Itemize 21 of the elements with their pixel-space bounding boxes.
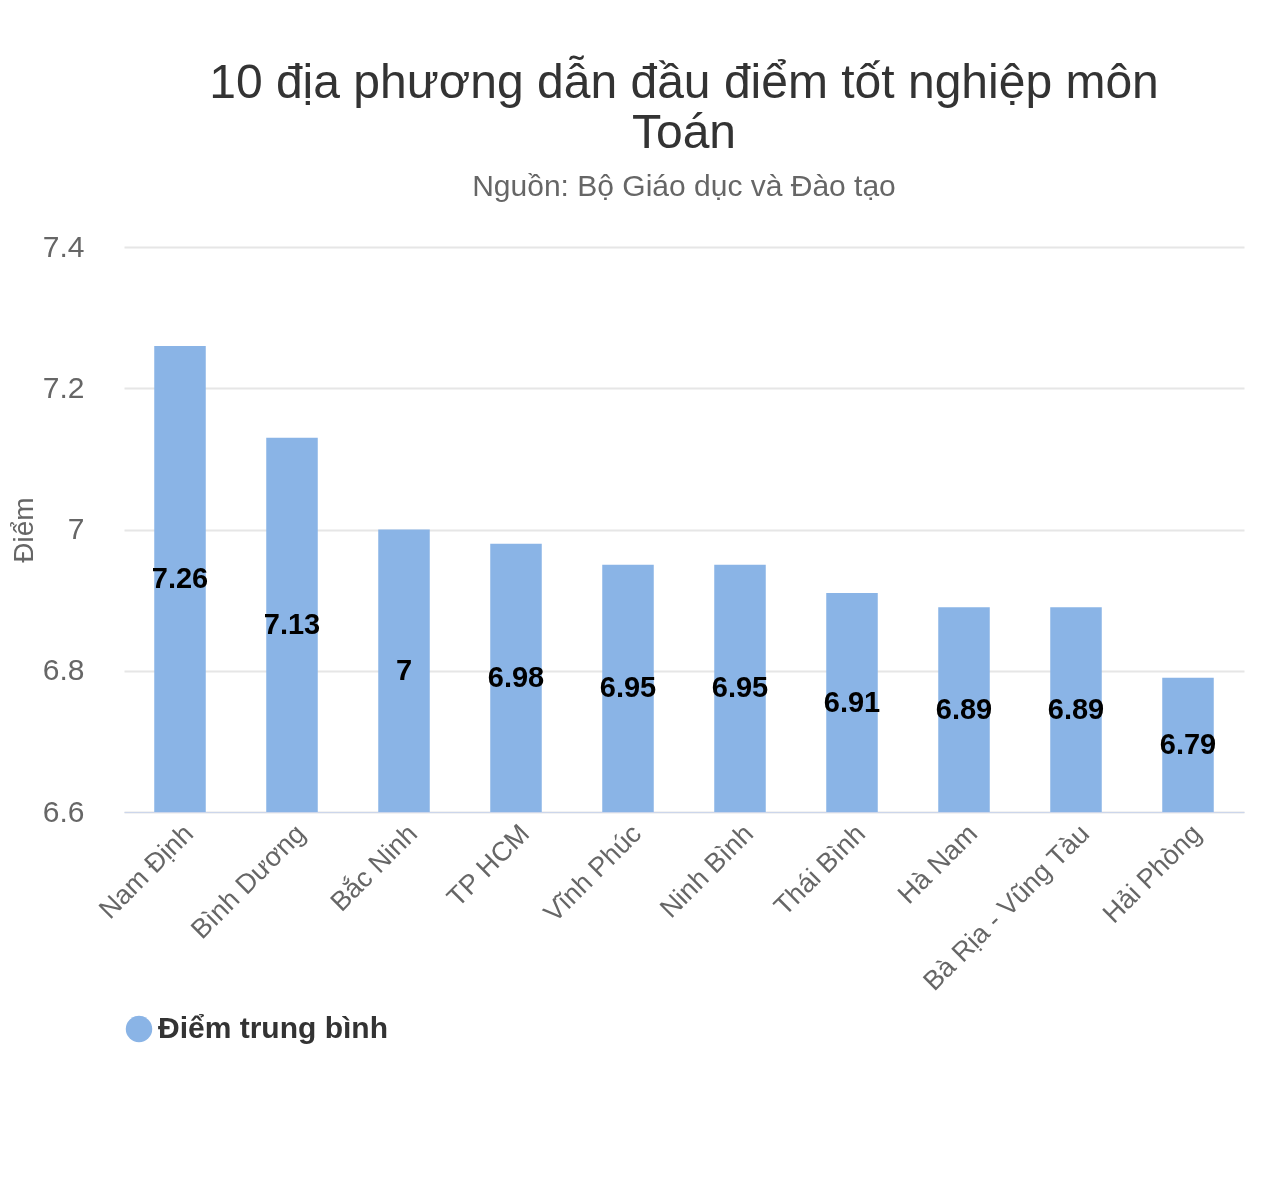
data-label: 6.79: [1159, 727, 1217, 760]
y-tick-label: 7: [67, 512, 85, 545]
x-tick-label: Thái Bình: [768, 818, 872, 922]
y-axis-title: Điểm: [7, 497, 39, 563]
data-label: 6.95: [711, 671, 769, 704]
data-label: 6.91: [823, 685, 881, 718]
y-tick-label: 6.8: [42, 653, 85, 687]
data-label: 7.26: [151, 561, 209, 594]
data-label: 7.13: [263, 607, 321, 640]
data-label: 6.89: [1047, 692, 1105, 725]
y-tick-label: 7.2: [42, 370, 85, 404]
chart-subtitle: Nguồn: Bộ Giáo dục và Đào tạo: [472, 169, 896, 202]
data-label: 6.95: [599, 671, 657, 704]
chart-title: 10 địa phương dẫn đầu điểm tốt nghiệp môn Toán: [209, 55, 1159, 158]
data-label: 6.98: [487, 660, 545, 693]
y-tick-label: 7.4: [42, 229, 85, 263]
y-tick-label: 6.6: [42, 794, 85, 828]
legend-label: Điểm trung bình: [158, 1011, 388, 1044]
data-label: 7: [395, 653, 413, 686]
x-tick-label: Bắc Ninh: [323, 817, 424, 918]
data-label: 6.89: [935, 692, 993, 725]
